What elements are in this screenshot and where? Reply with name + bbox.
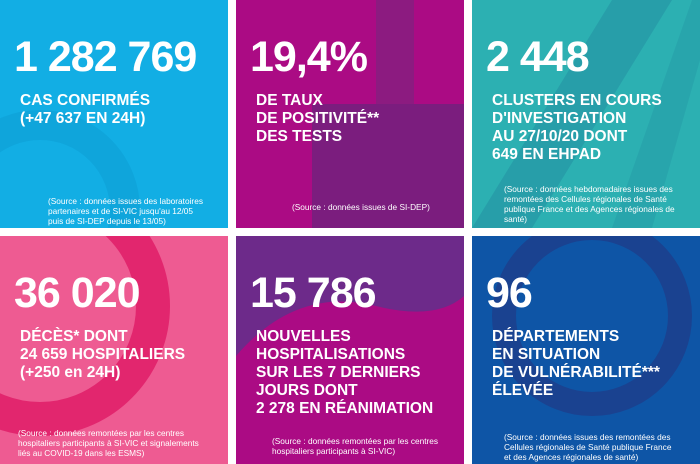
stat-number: 36 020	[14, 269, 141, 317]
source-note: (Source : données remontées par les cent…	[272, 436, 439, 456]
source-note: (Source : données issues de SI-DEP)	[292, 202, 430, 212]
stat-number: 15 786	[250, 269, 377, 317]
source-note: (Source : données remontées par les cent…	[18, 428, 199, 458]
decor-shape	[312, 0, 464, 228]
decor-shape	[472, 0, 700, 228]
tile-positivity-rate: 19,4% DE TAUX DE POSITIVITÉ** DES TESTS (S…	[236, 0, 464, 228]
stat-label: DÉPARTEMENTS EN SITUATION DE VULNÉRABILITÉ…	[492, 328, 660, 399]
stat-label: CAS CONFIRMÉS (+47 637 EN 24H)	[20, 92, 151, 127]
stat-number: 96	[486, 269, 533, 317]
tile-confirmed-cases: 1 282 769 CAS CONFIRMÉS (+47 637 EN 24H) …	[0, 0, 228, 228]
tile-vulnerable-departments: 96 DÉPARTEMENTS EN SITUATION DE VULNÉRABIL…	[472, 236, 700, 464]
tile-hospitalisations: 15 786 NOUVELLES HOSPITALISATIONS SUR LES …	[236, 236, 464, 464]
decor-shape	[0, 110, 140, 228]
stat-label: CLUSTERS EN COURS D'INVESTIGATION AU 27/10…	[492, 92, 662, 163]
stat-label: NOUVELLES HOSPITALISATIONS SUR LES 7 DERNI…	[256, 328, 434, 417]
stat-number: 19,4%	[250, 33, 368, 81]
stat-number: 1 282 769	[14, 33, 197, 81]
source-note: (Source : données hebdomadaires issues d…	[504, 184, 675, 224]
stat-number: 2 448	[486, 33, 590, 81]
decor-shape	[236, 296, 464, 464]
stat-label: DÉCÈS* DONT 24 659 HOSPITALIERS (+250 en 2…	[20, 328, 186, 381]
tile-clusters: 2 448 CLUSTERS EN COURS D'INVESTIGATION AU…	[472, 0, 700, 228]
source-note: (Source : données issues des laboratoire…	[48, 196, 203, 226]
source-note: (Source : données issues des remontées d…	[504, 432, 672, 462]
stat-label: DE TAUX DE POSITIVITÉ** DES TESTS	[256, 92, 380, 145]
tile-deaths: 36 020 DÉCÈS* DONT 24 659 HOSPITALIERS (+2…	[0, 236, 228, 464]
decor-shape	[0, 236, 170, 436]
decor-shape	[492, 236, 692, 416]
